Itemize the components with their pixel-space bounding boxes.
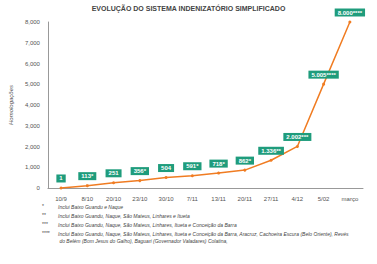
svg-text:*: * [42, 203, 44, 209]
svg-text:5/02: 5/02 [318, 196, 330, 202]
svg-text:251: 251 [109, 170, 120, 176]
svg-text:504: 504 [161, 165, 172, 171]
svg-text:20/10: 20/10 [106, 196, 122, 202]
svg-text:20/11: 20/11 [238, 196, 253, 202]
svg-text:****: **** [42, 230, 50, 236]
svg-text:0: 0 [37, 185, 41, 191]
svg-text:Homologações: Homologações [8, 85, 14, 125]
svg-text:3,000: 3,000 [25, 123, 41, 129]
svg-text:30/10: 30/10 [159, 196, 175, 202]
svg-text:EVOLUÇÃO DO SISTEMA INDENIZATÓ: EVOLUÇÃO DO SISTEMA INDENIZATÓRIO SIMPLI… [92, 4, 286, 13]
svg-text:Inclui Baixo Guandu, Naque, Sã: Inclui Baixo Guandu, Naque, São Mateus, … [58, 213, 190, 219]
svg-text:591*: 591* [186, 163, 199, 169]
svg-text:8/10: 8/10 [81, 196, 93, 202]
svg-text:23/10: 23/10 [132, 196, 148, 202]
svg-text:8.000****: 8.000**** [338, 10, 363, 16]
svg-text:2,000: 2,000 [25, 144, 41, 150]
svg-text:356*: 356* [134, 168, 147, 174]
svg-text:7,000: 7,000 [25, 40, 41, 46]
svg-text:862*: 862* [239, 158, 252, 164]
svg-text:113*: 113* [81, 173, 94, 179]
svg-text:7/11: 7/11 [187, 196, 199, 202]
svg-text:***: *** [42, 221, 48, 227]
svg-text:março: março [342, 196, 359, 202]
svg-text:27/11: 27/11 [264, 196, 279, 202]
svg-text:1,000: 1,000 [25, 164, 41, 170]
svg-text:4/12: 4/12 [292, 196, 304, 202]
svg-text:do Belém (Bom Jesus do Galho),: do Belém (Bom Jesus do Galho), Baguari (… [58, 238, 228, 244]
svg-text:Inclui Baixo Guandu, Naque, Sã: Inclui Baixo Guandu, Naque, São Mateus, … [58, 231, 349, 237]
svg-text:Inclui Baixo Guandu e Naque: Inclui Baixo Guandu e Naque [58, 204, 123, 210]
svg-text:10/9: 10/9 [55, 196, 67, 202]
svg-text:5,000: 5,000 [25, 81, 41, 87]
svg-text:1: 1 [59, 175, 63, 181]
svg-text:6,000: 6,000 [25, 61, 41, 67]
svg-text:Inclui Baixo Guandu, Naque, Sã: Inclui Baixo Guandu, Naque, São Mateus, … [58, 222, 237, 228]
svg-text:13/11: 13/11 [211, 196, 226, 202]
svg-text:718*: 718* [212, 161, 225, 167]
svg-text:5.005****: 5.005**** [311, 72, 336, 78]
svg-text:**: ** [42, 212, 46, 218]
svg-text:8,000: 8,000 [25, 19, 41, 25]
svg-text:4,000: 4,000 [25, 102, 41, 108]
svg-text:2.002***: 2.002*** [286, 134, 309, 140]
svg-text:1.336**: 1.336** [261, 148, 281, 154]
